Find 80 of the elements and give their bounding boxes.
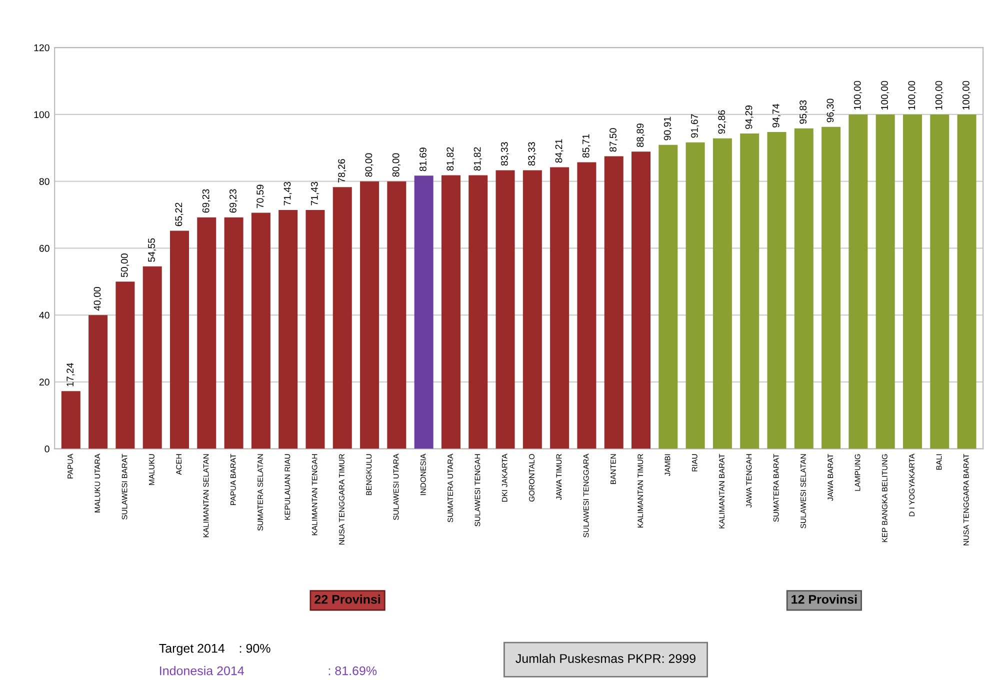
bar [848, 114, 868, 449]
data-label: 85,71 [582, 134, 590, 158]
bar [306, 210, 325, 449]
y-tick-label: 60 [39, 244, 50, 252]
bar [197, 217, 216, 449]
bar [496, 170, 515, 449]
bar [740, 134, 760, 449]
bar [414, 176, 434, 449]
text: Target 2014 : 90% [159, 644, 270, 656]
bar [360, 181, 380, 449]
bar [61, 391, 80, 449]
bar [902, 114, 922, 449]
data-label: 83,33 [528, 142, 536, 166]
data-label: 69,23 [202, 189, 210, 213]
data-label: 87,50 [610, 128, 618, 152]
data-label: 70,59 [256, 184, 265, 208]
data-label: 100,00 [908, 80, 916, 110]
bar [387, 181, 406, 449]
data-label: 88,89 [636, 124, 645, 148]
data-label: 65,22 [175, 202, 184, 226]
bar [224, 217, 244, 449]
bar [632, 152, 651, 449]
bar [930, 114, 950, 449]
bar [767, 132, 786, 449]
data-label: 90,91 [664, 116, 672, 140]
bar [170, 230, 189, 449]
y-tick-label: 120 [34, 44, 50, 52]
data-label: 40,00 [94, 286, 102, 311]
y-tick-label: 40 [39, 312, 50, 319]
data-label: 69,23 [230, 189, 238, 213]
data-label: 92,86 [718, 110, 726, 134]
bar [522, 170, 542, 449]
bar [550, 167, 570, 449]
bar [712, 138, 732, 449]
data-label: 54,55 [148, 238, 156, 262]
bar [116, 282, 135, 449]
text: Indonesia 2014 : 81.69% [160, 666, 377, 676]
data-label: 81.69 [420, 148, 426, 172]
bar [278, 210, 298, 449]
bar [876, 114, 895, 449]
data-label: 100,00 [881, 80, 890, 110]
y-tick-label: 100 [34, 111, 50, 118]
bar [957, 114, 976, 449]
data-label: 17,24 [66, 362, 75, 386]
data-label: 78,26 [338, 159, 346, 182]
bar [794, 128, 814, 449]
bar [658, 144, 678, 449]
data-label: 81,82 [446, 147, 455, 171]
data-label: 94,74 [772, 104, 781, 128]
bar [577, 162, 596, 449]
data-label: 83,33 [500, 142, 510, 166]
text: Jumlah Puskesmas PKPR: 2999 [516, 654, 696, 663]
bar [441, 175, 460, 449]
data-label: 81,82 [474, 147, 482, 171]
bar [88, 315, 108, 449]
bar [332, 187, 352, 449]
bar [604, 156, 624, 449]
y-tick-label: 20 [39, 378, 50, 386]
data-label: 100,00 [854, 80, 862, 110]
bar [822, 126, 841, 449]
text: 22 Provinsi [314, 594, 380, 604]
data-label: 95,83 [800, 100, 808, 124]
data-label: 71,43 [284, 182, 292, 206]
data-label: 91,67 [691, 114, 700, 138]
bar [686, 142, 705, 449]
bar [142, 266, 162, 449]
data-label: 96,30 [826, 98, 835, 122]
y-tick-label: 80 [39, 178, 50, 185]
bar [251, 212, 270, 449]
data-label: 50,00 [120, 254, 129, 278]
text: 12 Provinsi [792, 594, 857, 604]
data-label: 84,21 [555, 139, 564, 163]
y-tick-label: 0 [44, 446, 50, 452]
data-label: 71,43 [310, 182, 319, 206]
data-label: 100,00 [962, 80, 971, 110]
data-label: 100,00 [935, 80, 944, 110]
bar [468, 175, 488, 449]
data-label: 80,00 [365, 153, 374, 177]
data-label: 94,29 [745, 106, 754, 129]
data-label: 80,00 [392, 153, 400, 177]
